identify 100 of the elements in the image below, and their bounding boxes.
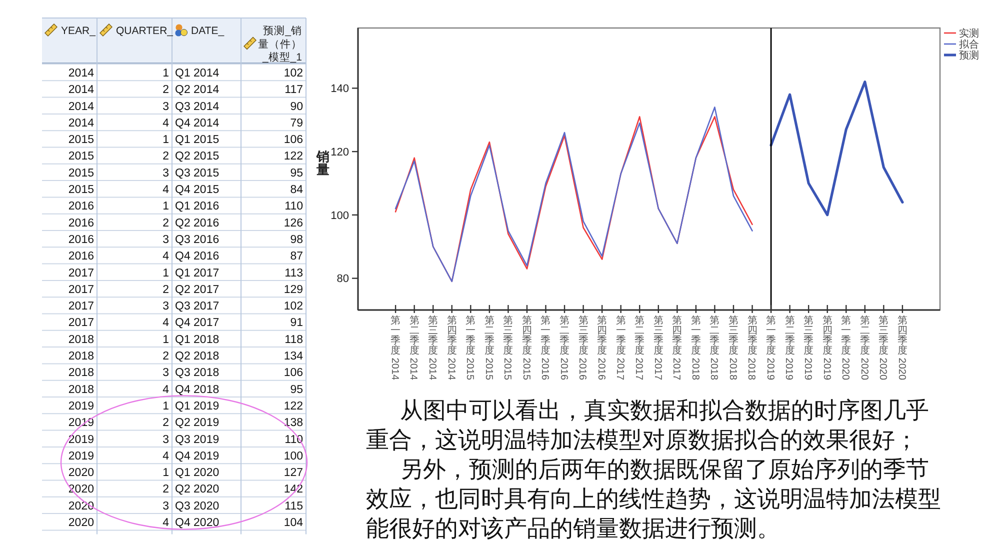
data-label: 2: [162, 284, 169, 296]
x-tick-label: 第三季度 2019: [802, 314, 814, 380]
data-label: 4: [162, 117, 170, 130]
data-label: 1: [162, 400, 169, 412]
data-label: 3: [162, 434, 169, 446]
data-label: 1: [162, 334, 169, 346]
data-label: 3: [162, 234, 169, 246]
data-label: 134: [284, 350, 304, 363]
data-label: 117: [284, 84, 303, 96]
data-label: 4: [162, 317, 170, 330]
data-label: 129: [284, 284, 303, 296]
x-tick-label: 第一季度 2015: [464, 314, 476, 380]
data-label: 2020: [68, 500, 94, 512]
x-tick-label: 第一季度 2020: [840, 314, 852, 380]
data-label: 106: [284, 367, 303, 380]
data-label: 106: [284, 134, 303, 146]
category-label: Q2 2020: [175, 484, 220, 496]
data-label: 3: [162, 167, 169, 180]
y-axis-title: 销量: [316, 149, 330, 178]
category-label: Q2 2019: [175, 417, 220, 430]
data-label: 110: [284, 200, 303, 213]
category-label: Q1 2015: [175, 134, 220, 146]
x-tick-label: 第四季度 2018: [746, 314, 758, 380]
data-label: 2015: [68, 150, 94, 163]
data-label: 1: [162, 67, 169, 80]
x-tick-label: 第三季度 2017: [652, 314, 664, 380]
data-label: 2017: [68, 284, 94, 296]
data-label: 95: [290, 384, 303, 396]
x-tick-label: 第一季度 2019: [764, 314, 776, 380]
x-tick-label: 第二季度 2018: [708, 314, 720, 380]
line-series: [770, 80, 904, 216]
data-label: 79: [290, 117, 303, 130]
data-label: 91: [290, 317, 303, 330]
data-label: 2017: [68, 300, 94, 313]
data-label: 2018: [68, 384, 94, 396]
data-label: 1: [162, 467, 169, 480]
x-tick-label: 第四季度 2019: [820, 314, 832, 380]
y-tick-label: 140: [330, 83, 349, 96]
data-label: 1: [162, 267, 169, 280]
x-tick-label: 第二季度 2017: [633, 314, 645, 380]
x-tick-label: 第三季度 2020: [877, 314, 889, 380]
data-label: 87: [290, 250, 303, 263]
category-label: Q2 2018: [175, 350, 220, 363]
data-label: 4: [162, 184, 170, 196]
data-label: 100: [284, 450, 303, 462]
data-label: 84: [290, 184, 304, 196]
data-label: 122: [284, 150, 303, 163]
category-label: Q3 2017: [175, 300, 220, 313]
x-tick-label: 第二季度 2015: [482, 314, 494, 380]
data-label: 2016: [68, 250, 94, 263]
data-label: 4: [162, 384, 170, 396]
legend-label: 拟合: [959, 38, 979, 50]
category-label: Q2 2014: [175, 84, 220, 96]
x-tick-label: 第二季度 2014: [408, 314, 420, 380]
data-label: 2020: [68, 467, 94, 480]
category-label: Q1 2016: [175, 200, 220, 213]
data-label: 90: [290, 100, 303, 113]
data-label: 122: [284, 400, 303, 412]
data-label: 2015: [68, 167, 94, 180]
data-label: 2019: [68, 400, 94, 412]
x-tick-label: 第一季度 2014: [388, 314, 401, 380]
data-label: 2: [162, 150, 169, 163]
x-tick-label: 第一季度 2017: [614, 314, 626, 380]
data-label: 2014: [68, 117, 95, 130]
legend-label: 实测: [959, 28, 979, 40]
data-label: 2014: [68, 100, 95, 113]
data-label: 2016: [68, 217, 94, 230]
legend-label: QUARTER_: [116, 25, 174, 37]
legend-label: 预测: [959, 50, 979, 62]
data-label: 2014: [68, 84, 95, 96]
category-label: Q1 2017: [175, 267, 220, 280]
x-tick-label: 第四季度 2014: [445, 314, 457, 380]
data-label: 3: [162, 300, 169, 313]
data-label: 2: [162, 217, 169, 230]
x-tick-label: 第三季度 2018: [726, 314, 738, 380]
category-label: Q3 2016: [175, 234, 220, 246]
legend-label: 预测_销量（件）_模型_1: [258, 25, 302, 64]
data-label: 2014: [68, 67, 95, 80]
data-label: 2: [162, 350, 169, 363]
category-label: Q1 2014: [175, 67, 220, 80]
data-label: 2018: [68, 350, 94, 363]
data-label: 2020: [68, 517, 94, 530]
category-label: Q3 2018: [175, 367, 220, 380]
x-tick-label: 第二季度 2020: [858, 314, 870, 380]
x-tick-label: 第四季度 2015: [520, 314, 532, 380]
category-label: Q4 2016: [175, 250, 220, 263]
data-label: 95: [290, 167, 303, 180]
x-tick-label: 第四季度 2020: [896, 314, 908, 380]
data-label: 3: [162, 367, 169, 380]
x-tick-label: 第三季度 2015: [502, 314, 514, 380]
data-label: 102: [284, 67, 303, 80]
data-label: 115: [284, 500, 303, 512]
category-label: Q4 2020: [175, 517, 220, 530]
category-label: Q3 2014: [175, 100, 220, 113]
data-label: 4: [162, 517, 170, 530]
data-label: 2019: [68, 450, 94, 462]
x-tick-label: 第二季度 2016: [558, 314, 570, 380]
category-label: Q1 2018: [175, 334, 220, 346]
data-label: 2018: [68, 334, 94, 346]
data-label: 1: [162, 134, 169, 146]
